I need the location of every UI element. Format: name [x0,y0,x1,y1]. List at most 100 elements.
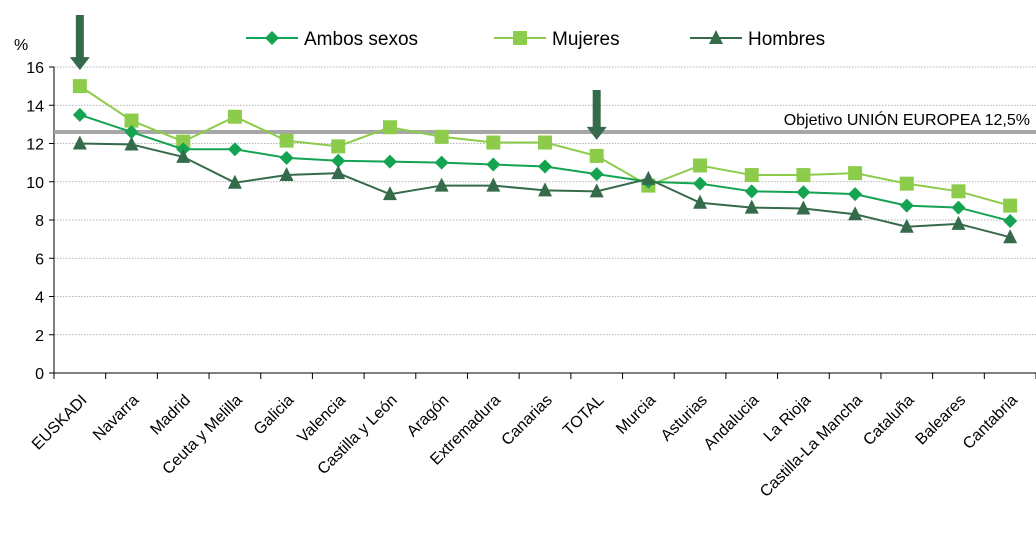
data-point [124,136,139,151]
data-point [848,206,863,221]
data-point [589,167,604,182]
x-tick-label: Aragón [404,392,453,441]
y-axis-label: % [14,37,28,54]
legend: Ambos sexos Mujeres Hombres [246,29,825,50]
data-point [796,168,811,183]
data-point [72,135,87,150]
x-tick-label: Cataluña [860,392,917,449]
x-tick-label: EUSKADI [29,392,91,454]
data-point [951,215,966,230]
data-point [331,139,346,154]
data-point [279,133,294,148]
legend-marker [709,30,723,44]
series-mujeres [72,79,1018,213]
data-point [899,198,914,213]
data-point [176,148,191,163]
x-tick-label: TOTAL [560,392,608,440]
data-point [227,142,242,157]
data-point [1003,229,1018,244]
y-tick-label: 14 [26,98,44,115]
data-point [1003,198,1018,213]
data-point [382,154,397,169]
x-tick-label: Cantabria [960,392,1021,453]
y-tick-label: 12 [26,137,44,154]
y-tick-label: 4 [35,290,44,307]
y-tick-label: 6 [35,251,44,268]
legend-item-ambos-sexos: Ambos sexos [246,29,418,50]
highlight-arrow [586,90,607,140]
eu-target-line-group: Objetivo UNIÓN EUROPEA 12,5% [54,110,1036,135]
highlight-arrow [69,15,90,71]
data-point [796,200,811,215]
data-point [176,134,191,149]
x-tick-label: La Rioja [761,392,815,446]
data-point [331,165,346,180]
data-point [434,155,449,170]
data-point [486,177,501,192]
arrow-shaft [75,15,84,59]
data-point [227,109,242,124]
x-tick-label: Galicia [251,392,298,439]
data-point [848,166,863,181]
data-point [331,153,346,168]
data-point [693,194,708,209]
data-point [641,170,656,185]
data-point [434,177,449,192]
data-point [1003,213,1018,228]
data-point [124,125,139,140]
data-point [279,167,294,182]
data-point [124,113,139,128]
y-tick-label: 10 [26,175,44,192]
data-point [744,168,759,183]
y-tick-label: 0 [35,366,44,383]
data-point [538,182,552,197]
legend-item-mujeres: Mujeres [494,29,620,50]
data-point [693,158,708,173]
y-tick-label: 16 [26,60,44,77]
data-point [227,174,242,189]
data-point [538,135,552,150]
data-point [486,157,501,172]
data-point [951,184,966,199]
data-point [279,150,294,165]
arrow-head [69,57,90,71]
legend-label: Mujeres [552,29,620,50]
x-tick-label: Madrid [147,392,194,439]
legend-label: Hombres [748,29,825,50]
highlight-arrows [69,15,607,140]
data-point [744,184,759,199]
data-point [951,200,966,215]
arrow-shaft [592,90,601,128]
data-point [899,176,914,191]
data-point [589,183,604,198]
data-point [589,148,604,163]
data-point [899,218,914,233]
data-point [744,199,759,214]
eu-target-label: Objetivo UNIÓN EUROPEA 12,5% [784,110,1030,129]
x-tick-label: Asturias [658,392,711,445]
series-group [72,79,1018,244]
data-point [382,120,397,135]
data-point [538,159,552,174]
x-tick-label: Castilla-La Mancha [757,392,866,501]
legend-label: Ambos sexos [304,29,418,50]
data-point [848,187,863,202]
x-tick-label: Andalucia [701,392,763,454]
legend-marker [265,31,279,45]
x-tick-label: Murcia [613,392,659,438]
data-point [382,186,397,201]
data-point [434,129,449,144]
data-point [486,135,501,150]
data-point [72,79,87,94]
x-tick-label: Navarra [90,392,142,444]
y-tick-label: 2 [35,328,44,345]
x-tick-label: Canarias [499,392,556,449]
x-tick-label: Valencia [295,392,350,447]
legend-marker [513,31,527,45]
arrow-head [586,126,607,140]
y-tick-label: 8 [35,213,44,230]
legend-item-hombres: Hombres [690,29,825,50]
data-point [796,185,811,200]
